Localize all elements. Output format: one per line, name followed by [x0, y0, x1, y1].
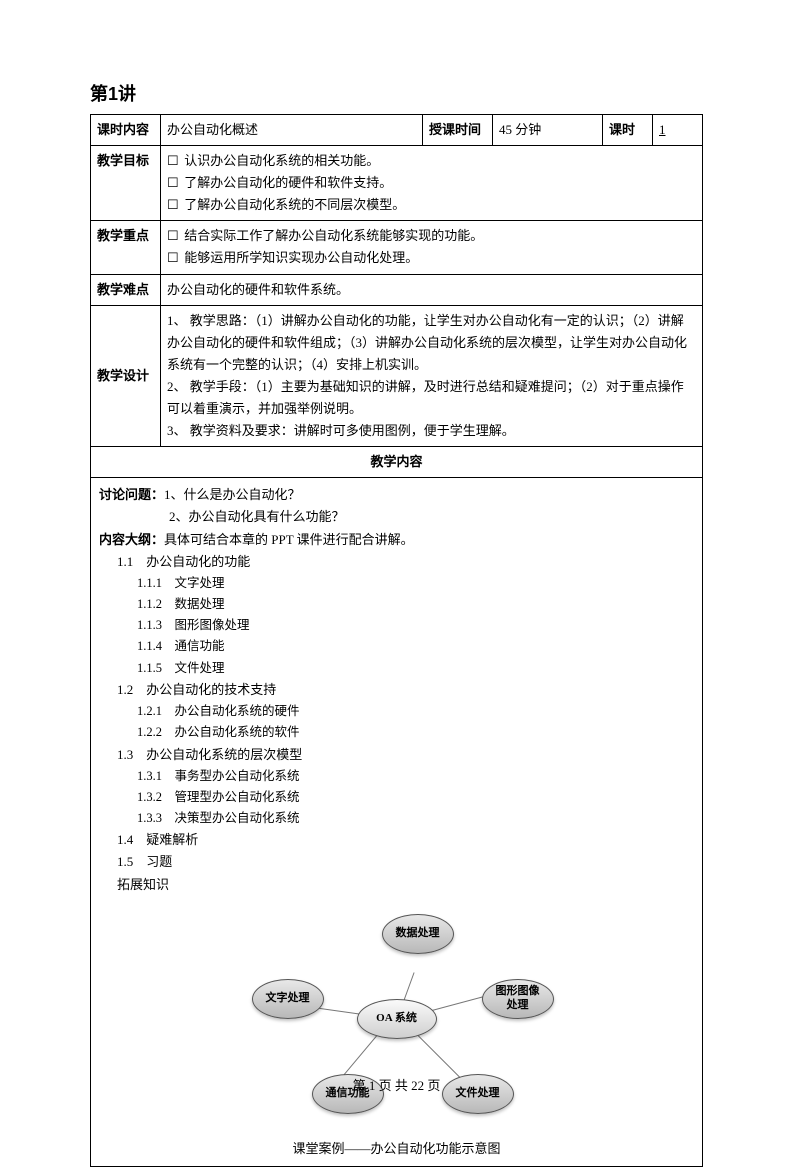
outline-item: 1.1.5 文件处理 [137, 658, 694, 679]
checkbox-icon: ☐ [167, 150, 181, 172]
outline-item: 1.1.4 通信功能 [137, 636, 694, 657]
row-keypoints: 教学重点 ☐ 结合实际工作了解办公自动化系统能够实现的功能。☐ 能够运用所学知识… [91, 221, 703, 274]
outline-item: 拓展知识 [117, 874, 694, 896]
oa-diagram: OA 系统数据处理图形图像处理文件处理通信功能文字处理 [227, 904, 567, 1134]
outline-item: 1.3 办公自动化系统的层次模型 [117, 744, 694, 766]
keypoints-label: 教学重点 [91, 221, 161, 274]
outline-item: 1.3.3 决策型办公自动化系统 [137, 808, 694, 829]
keypoints-cell: ☐ 结合实际工作了解办公自动化系统能够实现的功能。☐ 能够运用所学知识实现办公自… [161, 221, 703, 274]
lesson-table: 课时内容 办公自动化概述 授课时间 45 分钟 课时 1 教学目标 ☐ 认识办公… [90, 114, 703, 1167]
design-line: 3、 教学资料及要求：讲解时可多使用图例，便于学生理解。 [167, 420, 696, 442]
goal-item: ☐ 认识办公自动化系统的相关功能。 [167, 150, 696, 172]
row-meta: 课时内容 办公自动化概述 授课时间 45 分钟 课时 1 [91, 115, 703, 146]
outline-item: 1.2.2 办公自动化系统的软件 [137, 722, 694, 743]
diagram-node: 图形图像处理 [482, 979, 554, 1019]
outline-item: 1.1 办公自动化的功能 [117, 551, 694, 573]
design-label: 教学设计 [91, 305, 161, 447]
meta-label-period: 课时 [603, 115, 653, 146]
row-section-title: 教学内容 [91, 447, 703, 478]
outline-intro: 具体可结合本章的 PPT 课件进行配合讲解。 [164, 532, 414, 547]
row-difficulty: 教学难点 办公自动化的硬件和软件系统。 [91, 274, 703, 305]
outline-intro-line: 内容大纲：具体可结合本章的 PPT 课件进行配合讲解。 [99, 529, 694, 551]
meta-value-period: 1 [653, 115, 703, 146]
discussion-q2: 2、办公自动化具有什么功能？ [169, 506, 694, 528]
goal-item: ☐ 了解办公自动化系统的不同层次模型。 [167, 194, 696, 216]
outline-item: 1.5 习题 [117, 851, 694, 873]
diagram-node: 文字处理 [252, 979, 324, 1019]
discussion-label: 讨论问题： [99, 487, 164, 502]
discussion-line1: 讨论问题：1、什么是办公自动化？ [99, 484, 694, 506]
row-body: 讨论问题：1、什么是办公自动化？ 2、办公自动化具有什么功能？ 内容大纲：具体可… [91, 478, 703, 1166]
keypoint-item: ☐ 能够运用所学知识实现办公自动化处理。 [167, 247, 696, 269]
design-cell: 1、 教学思路：（1）讲解办公自动化的功能，让学生对办公自动化有一定的认识；（2… [161, 305, 703, 447]
design-line: 2、 教学手段：（1）主要为基础知识的讲解，及时进行总结和疑难提问；（2）对于重… [167, 376, 696, 420]
diagram-caption: 课堂案例——办公自动化功能示意图 [99, 1138, 694, 1160]
outline-item: 1.2.1 办公自动化系统的硬件 [137, 701, 694, 722]
goals-label: 教学目标 [91, 146, 161, 221]
outline-item: 1.3.1 事务型办公自动化系统 [137, 766, 694, 787]
outline-label: 内容大纲： [99, 532, 164, 547]
row-goals: 教学目标 ☐ 认识办公自动化系统的相关功能。☐ 了解办公自动化的硬件和软件支持。… [91, 146, 703, 221]
meta-label-content: 课时内容 [91, 115, 161, 146]
keypoint-item: ☐ 结合实际工作了解办公自动化系统能够实现的功能。 [167, 225, 696, 247]
outline-item: 1.3.2 管理型办公自动化系统 [137, 787, 694, 808]
checkbox-icon: ☐ [167, 194, 181, 216]
diagram-connector [411, 1029, 461, 1079]
outline-item: 1.1.2 数据处理 [137, 594, 694, 615]
row-design: 教学设计 1、 教学思路：（1）讲解办公自动化的功能，让学生对办公自动化有一定的… [91, 305, 703, 447]
discussion-q1: 1、什么是办公自动化？ [164, 487, 301, 502]
difficulty-text: 办公自动化的硬件和软件系统。 [161, 274, 703, 305]
lesson-heading: 第1讲 [90, 80, 703, 106]
page-footer: 第 1 页 共 22 页 [0, 1075, 793, 1094]
checkbox-icon: ☐ [167, 172, 181, 194]
diagram-node: 数据处理 [382, 914, 454, 954]
outline-item: 1.1.3 图形图像处理 [137, 615, 694, 636]
meta-label-time: 授课时间 [423, 115, 493, 146]
meta-value-content: 办公自动化概述 [161, 115, 423, 146]
goal-item: ☐ 了解办公自动化的硬件和软件支持。 [167, 172, 696, 194]
outline-item: 1.1.1 文字处理 [137, 573, 694, 594]
content-cell: 讨论问题：1、什么是办公自动化？ 2、办公自动化具有什么功能？ 内容大纲：具体可… [91, 478, 703, 1166]
diagram-center-node: OA 系统 [357, 999, 437, 1039]
checkbox-icon: ☐ [167, 225, 181, 247]
section-title: 教学内容 [91, 447, 703, 478]
page: 第1讲 课时内容 办公自动化概述 授课时间 45 分钟 课时 1 教学目标 ☐ … [0, 0, 793, 1122]
outline-item: 1.2 办公自动化的技术支持 [117, 679, 694, 701]
outline-item: 1.4 疑难解析 [117, 829, 694, 851]
design-line: 1、 教学思路：（1）讲解办公自动化的功能，让学生对办公自动化有一定的认识；（2… [167, 310, 696, 376]
goals-cell: ☐ 认识办公自动化系统的相关功能。☐ 了解办公自动化的硬件和软件支持。☐ 了解办… [161, 146, 703, 221]
meta-value-time: 45 分钟 [493, 115, 603, 146]
difficulty-label: 教学难点 [91, 274, 161, 305]
outline-list: 1.1 办公自动化的功能1.1.1 文字处理1.1.2 数据处理1.1.3 图形… [99, 551, 694, 896]
checkbox-icon: ☐ [167, 247, 181, 269]
